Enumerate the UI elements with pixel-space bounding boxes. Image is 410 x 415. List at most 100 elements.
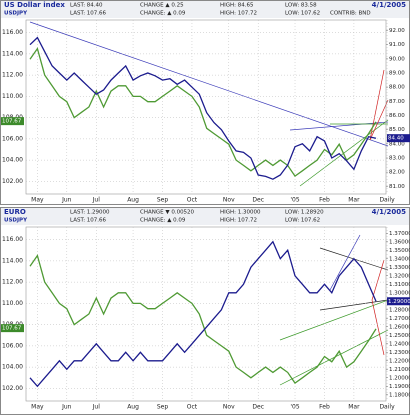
- header-stat: LAST: 107.66: [70, 218, 107, 224]
- y2-tick-label: 1.33000: [389, 265, 410, 271]
- y-tick-label: 112.00: [2, 279, 23, 286]
- x-tick-label: Dec: [252, 404, 264, 411]
- y-tick-label: 106.00: [2, 342, 23, 349]
- header-stat: LOW: 83.58: [285, 3, 317, 9]
- series-line: [29, 240, 377, 388]
- y2-tick-label: 92.00: [389, 28, 405, 34]
- last-value-label: 84.40: [388, 136, 404, 142]
- y-tick-label: 104.00: [2, 364, 23, 371]
- series-name: USDJPY: [4, 218, 28, 224]
- last-value-label: 107.67: [2, 119, 22, 125]
- x-tick-label: Dec: [252, 197, 264, 204]
- x-tick-label: Sep: [157, 404, 169, 411]
- y2-tick-label: 1.34000: [389, 256, 410, 262]
- y2-tick-label: 1.26000: [389, 324, 410, 330]
- header-stat: CHANGE: ▲ 0.09: [140, 218, 186, 224]
- y2-tick-label: 1.22000: [389, 358, 410, 364]
- y2-tick-label: 1.36000: [389, 239, 410, 245]
- y-tick-label: 110.00: [2, 300, 23, 307]
- series-line: [29, 254, 377, 385]
- last-value-box: [387, 134, 410, 143]
- y2-tick-label: 1.30000: [389, 290, 410, 296]
- header-stat: LOW: 1.28920: [285, 210, 324, 216]
- y-tick-label: 102.00: [2, 178, 23, 185]
- x-tick-label: Sep: [157, 197, 169, 204]
- y2-tick-label: 90.00: [389, 56, 405, 62]
- last-value-box: [1, 117, 24, 126]
- panel-header: [1, 208, 409, 225]
- y2-tick-label: 1.25000: [389, 333, 410, 339]
- x-tick-label: '05: [290, 404, 299, 411]
- last-value-box: [387, 297, 410, 306]
- header-stat: LAST: 107.66: [70, 11, 107, 17]
- x-tick-label: Aug: [127, 197, 139, 204]
- last-value-label: 107.67: [2, 326, 22, 332]
- header-stat: HIGH: 107.72: [220, 11, 257, 17]
- x-tick-label: May: [31, 404, 44, 411]
- y2-tick-label: 1.24000: [389, 341, 410, 347]
- header-stat: LAST: 1.29000: [70, 210, 110, 216]
- header-stat: HIGH: 1.30000: [220, 210, 261, 216]
- y-tick-label: 110.00: [2, 93, 23, 100]
- x-tick-label: Daily: [379, 404, 395, 411]
- y-tick-label: 106.00: [2, 135, 23, 142]
- y-tick-label: 102.00: [2, 385, 23, 392]
- y-tick-label: 116.00: [2, 236, 23, 243]
- x-tick-label: Jun: [61, 404, 72, 411]
- y2-tick-label: 1.32000: [389, 273, 410, 279]
- x-tick-label: Jul: [92, 197, 101, 204]
- header-stat: CHANGE ▼ 0.00520: [140, 210, 195, 216]
- x-tick-label: Daily: [379, 197, 395, 204]
- x-tick-label: May: [31, 197, 44, 204]
- y2-tick-label: 87.00: [389, 99, 405, 105]
- y2-tick-label: 1.37000: [389, 231, 410, 237]
- y2-tick-label: 1.20000: [389, 375, 410, 381]
- x-tick-label: Nov: [223, 404, 235, 411]
- y2-tick-label: 89.00: [389, 71, 405, 77]
- header-stat: LOW: 107.62: [285, 218, 320, 224]
- last-value-box: [1, 324, 24, 333]
- y2-tick-label: 1.19000: [389, 384, 410, 390]
- y2-tick-label: 1.18000: [389, 392, 410, 398]
- header-stat: CHANGE ▲ 0.25: [140, 3, 184, 9]
- plot-area: [25, 19, 387, 195]
- panel-title: EURO: [4, 208, 26, 216]
- y-tick-label: 104.00: [2, 157, 23, 164]
- y2-tick-label: 84.00: [389, 141, 405, 147]
- x-tick-label: Nov: [223, 197, 235, 204]
- panel-title: US Dollar index: [4, 1, 65, 9]
- x-tick-label: Feb: [319, 197, 330, 204]
- x-tick-label: '05: [290, 197, 299, 204]
- header-stat: LOW: 107.62: [285, 11, 320, 17]
- y2-tick-label: 81.00: [389, 184, 405, 190]
- series-name: USDJPY: [4, 11, 28, 17]
- x-tick-label: Mar: [348, 197, 360, 204]
- y2-tick-label: 1.23000: [389, 350, 410, 356]
- plot-area: [25, 226, 387, 402]
- header-stat: CONTRIB: BND: [330, 11, 371, 17]
- y-tick-label: 114.00: [2, 257, 23, 264]
- y-tick-label: 114.00: [2, 50, 23, 57]
- y-tick-label: 112.00: [2, 72, 23, 79]
- header-stat: CHANGE: ▲ 0.09: [140, 11, 186, 17]
- y2-tick-label: 86.00: [389, 113, 405, 119]
- y2-tick-label: 85.00: [389, 127, 405, 133]
- y2-tick-label: 1.28000: [389, 307, 410, 313]
- y2-tick-label: 83.00: [389, 156, 405, 162]
- y2-tick-label: 82.00: [389, 170, 405, 176]
- x-tick-label: Aug: [127, 404, 139, 411]
- y2-tick-label: 1.21000: [389, 367, 410, 373]
- series-line: [29, 36, 377, 180]
- date-label: 4/1/2005: [372, 1, 406, 9]
- panel-header: [1, 1, 409, 18]
- y2-tick-label: 88.00: [389, 85, 405, 91]
- y2-tick-label: 1.31000: [389, 282, 410, 288]
- x-tick-label: Mar: [348, 404, 360, 411]
- last-value-label: 1.29000: [388, 299, 410, 305]
- y2-tick-label: 1.35000: [389, 248, 410, 254]
- y2-tick-label: 91.00: [389, 42, 405, 48]
- x-tick-label: Oct: [187, 404, 198, 411]
- y-tick-label: 116.00: [2, 29, 23, 36]
- header-stat: HIGH: 84.65: [220, 3, 254, 9]
